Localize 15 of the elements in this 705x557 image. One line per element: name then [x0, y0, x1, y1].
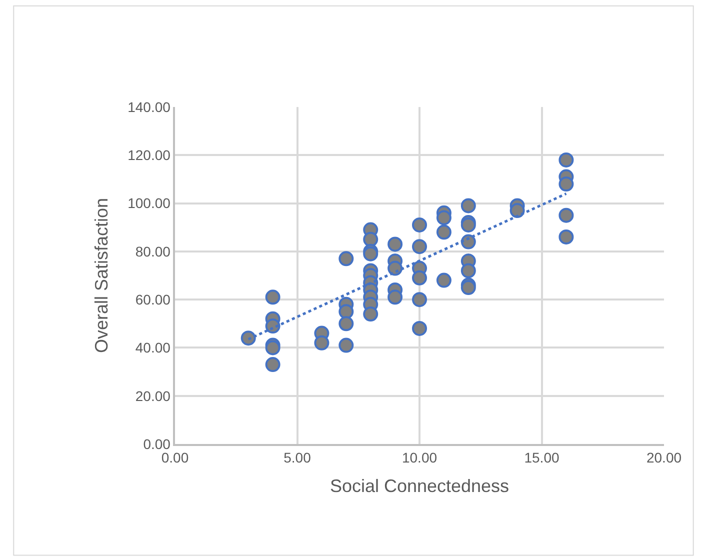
x-tick-label: 10.00	[402, 450, 438, 466]
y-tick-label: 0.00	[143, 436, 171, 452]
y-axis-title: Overall Satisfaction	[91, 198, 112, 354]
x-tick-label: 15.00	[524, 450, 560, 466]
y-tick-label: 60.00	[135, 291, 171, 308]
y-tick-label: 40.00	[135, 340, 171, 356]
y-tick-label: 20.00	[135, 388, 171, 404]
x-axis-title: Social Connectedness	[330, 476, 510, 496]
x-tick-label: 0.00	[161, 450, 189, 466]
x-tick-label: 5.00	[284, 450, 312, 466]
y-tick-label: 100.00	[128, 195, 171, 212]
y-tick-label: 140.00	[128, 98, 171, 115]
x-tick-label: 20.00	[646, 450, 682, 466]
y-tick-label: 120.00	[128, 147, 171, 164]
y-tick-label: 80.00	[135, 243, 171, 260]
